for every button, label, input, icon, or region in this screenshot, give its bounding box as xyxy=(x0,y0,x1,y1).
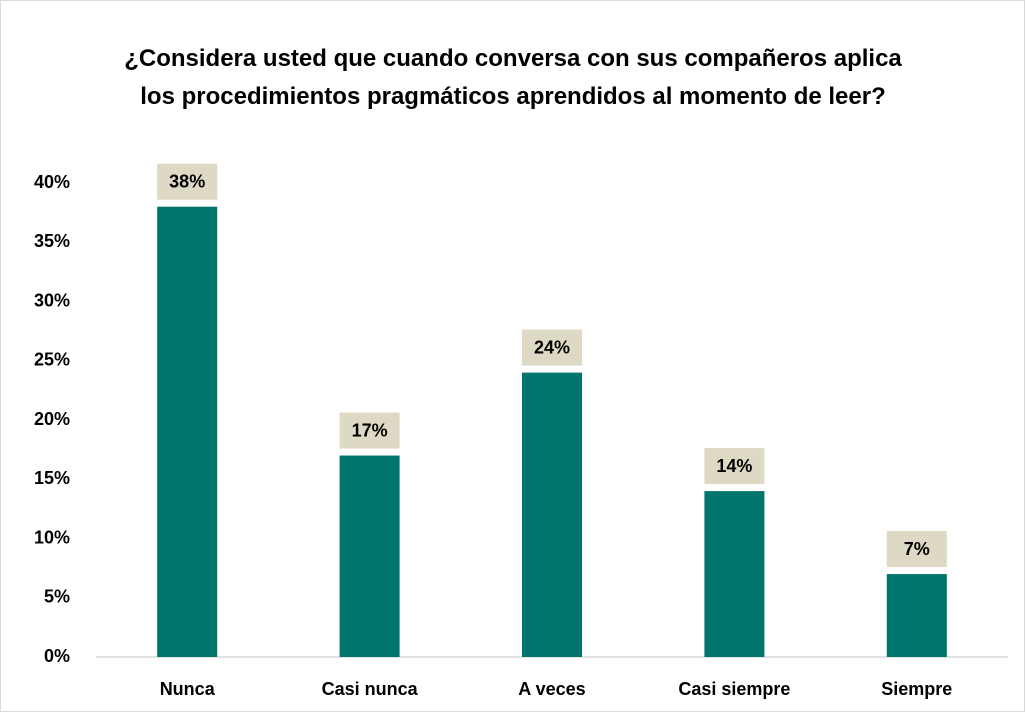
y-tick-label: 20% xyxy=(34,409,70,429)
chart-title: ¿Considera usted que cuando conversa con… xyxy=(124,45,902,110)
x-tick-label: Casi nunca xyxy=(322,679,419,699)
bar xyxy=(522,372,582,657)
y-tick-label: 15% xyxy=(34,468,70,488)
data-label-box xyxy=(339,412,400,449)
data-label-box xyxy=(522,329,582,366)
x-tick-label: Siempre xyxy=(881,679,952,699)
y-tick-label: 10% xyxy=(34,527,70,547)
x-tick-label: Nunca xyxy=(160,679,216,699)
y-tick-label: 40% xyxy=(34,172,70,192)
x-tick-label: A veces xyxy=(518,679,585,699)
bar xyxy=(886,574,947,657)
data-label: 7% xyxy=(904,539,930,559)
x-tick-label: Casi siempre xyxy=(678,679,790,699)
data-label: 14% xyxy=(716,456,752,476)
data-label: 24% xyxy=(534,337,570,357)
data-label-box xyxy=(704,448,765,485)
y-tick-label: 25% xyxy=(34,350,70,370)
y-tick-label: 30% xyxy=(34,290,70,310)
bar xyxy=(157,206,218,657)
y-tick-label: 5% xyxy=(44,587,70,607)
bar xyxy=(704,491,765,657)
data-label-box xyxy=(886,531,947,568)
y-tick-label: 35% xyxy=(34,231,70,251)
y-tick-label: 0% xyxy=(44,646,70,666)
data-label: 17% xyxy=(352,420,388,440)
bar xyxy=(339,455,400,657)
data-label-box xyxy=(157,163,218,200)
data-label: 38% xyxy=(169,171,205,191)
